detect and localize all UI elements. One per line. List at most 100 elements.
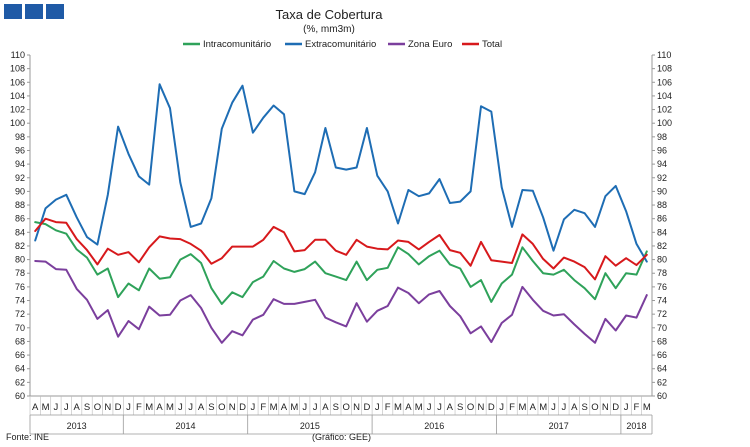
y-tick-label: 82	[15, 241, 25, 251]
y-tick-label-right: 68	[657, 336, 667, 346]
year-label: 2015	[300, 421, 320, 431]
source-note: Fonte: INE	[6, 432, 49, 442]
month-label: M	[42, 402, 50, 413]
y-tick-label-right: 70	[657, 323, 667, 333]
month-label: J	[562, 402, 567, 413]
month-label: M	[518, 402, 526, 413]
month-label: M	[539, 402, 547, 413]
month-label: J	[126, 402, 131, 413]
y-tick-label-right: 82	[657, 241, 667, 251]
series-line-intracomunit-rio	[34, 221, 648, 305]
month-label: O	[342, 402, 349, 413]
month-label: D	[239, 402, 246, 413]
month-label: M	[270, 402, 278, 413]
month-label: D	[363, 402, 370, 413]
y-tick-label-right: 66	[657, 350, 667, 360]
month-label: N	[478, 402, 485, 413]
y-tick-label-right: 86	[657, 214, 667, 224]
month-label: D	[488, 402, 495, 413]
month-label: A	[405, 402, 412, 413]
y-tick-label: 110	[11, 50, 25, 60]
series-line-zona-euro	[34, 260, 648, 344]
y-tick-label: 98	[15, 132, 25, 142]
month-label: S	[333, 402, 339, 413]
y-tick-label-right: 104	[657, 91, 672, 101]
logo-block	[46, 4, 64, 19]
y-tick-label-right: 98	[657, 132, 667, 142]
month-label: M	[290, 402, 298, 413]
month-label: S	[581, 402, 587, 413]
month-label: J	[302, 402, 307, 413]
y-tick-label: 74	[15, 296, 25, 306]
chart-subtitle: (%, mm3m)	[303, 24, 355, 35]
month-label: F	[136, 402, 142, 413]
y-tick-label-right: 94	[657, 159, 667, 169]
graphic-credit: (Gráfico: GEE)	[312, 432, 371, 442]
month-label: O	[591, 402, 598, 413]
month-label: J	[251, 402, 256, 413]
y-tick-label: 72	[15, 309, 25, 319]
y-tick-label: 68	[15, 336, 25, 346]
month-label: A	[447, 402, 454, 413]
y-tick-label: 88	[15, 200, 25, 210]
year-label: 2016	[424, 421, 444, 431]
gee-logo-icon	[4, 4, 64, 19]
month-label: O	[94, 402, 101, 413]
legend-label: Extracomunitário	[305, 39, 376, 50]
month-label: A	[198, 402, 205, 413]
month-label: J	[313, 402, 318, 413]
chart-title: Taxa de Cobertura	[276, 7, 384, 22]
month-label: N	[602, 402, 609, 413]
y-tick-label: 90	[15, 186, 25, 196]
y-tick-label: 84	[15, 227, 25, 237]
y-tick-label: 76	[15, 282, 25, 292]
month-label: J	[437, 402, 442, 413]
y-tick-label-right: 76	[657, 282, 667, 292]
y-tick-label-right: 64	[657, 364, 667, 374]
y-tick-label-right: 84	[657, 227, 667, 237]
y-tick-label-right: 88	[657, 200, 667, 210]
month-label: N	[229, 402, 236, 413]
y-tick-label-right: 72	[657, 309, 667, 319]
y-tick-label-right: 62	[657, 377, 667, 387]
y-tick-label-right: 74	[657, 296, 667, 306]
series-line-extracomunit-rio	[34, 83, 648, 263]
y-tick-label-right: 106	[657, 77, 672, 87]
y-tick-label-right: 96	[657, 145, 667, 155]
y-tick-label: 100	[10, 118, 25, 128]
y-tick-label: 80	[15, 255, 25, 265]
year-label: 2017	[549, 421, 569, 431]
month-label: D	[612, 402, 619, 413]
month-label: J	[624, 402, 629, 413]
month-label: J	[188, 402, 193, 413]
month-label: J	[499, 402, 504, 413]
year-label: 2013	[67, 421, 87, 431]
year-label: 2018	[626, 421, 646, 431]
month-label: M	[145, 402, 153, 413]
month-label: A	[32, 402, 39, 413]
y-tick-label: 104	[10, 91, 25, 101]
y-tick-label: 96	[15, 145, 25, 155]
month-label: J	[427, 402, 432, 413]
month-label: D	[115, 402, 122, 413]
month-label: S	[84, 402, 90, 413]
y-tick-label-right: 102	[657, 105, 672, 115]
month-label: F	[634, 402, 640, 413]
month-label: O	[467, 402, 474, 413]
y-tick-label-right: 78	[657, 268, 667, 278]
legend-label: Total	[482, 39, 502, 50]
month-label: F	[509, 402, 515, 413]
year-label: 2014	[175, 421, 195, 431]
month-label: A	[281, 402, 288, 413]
y-tick-label-right: 110	[657, 50, 671, 60]
month-label: A	[156, 402, 163, 413]
month-label: M	[643, 402, 651, 413]
month-label: J	[178, 402, 183, 413]
axes: 60 60 62 62 64 64 66 66 68 68 70 70 72 72 74 74 76 76 78 78…	[10, 50, 672, 435]
month-label: J	[64, 402, 69, 413]
y-tick-label: 102	[10, 105, 25, 115]
month-label: M	[166, 402, 174, 413]
logo-block	[25, 4, 43, 19]
month-label: O	[218, 402, 225, 413]
